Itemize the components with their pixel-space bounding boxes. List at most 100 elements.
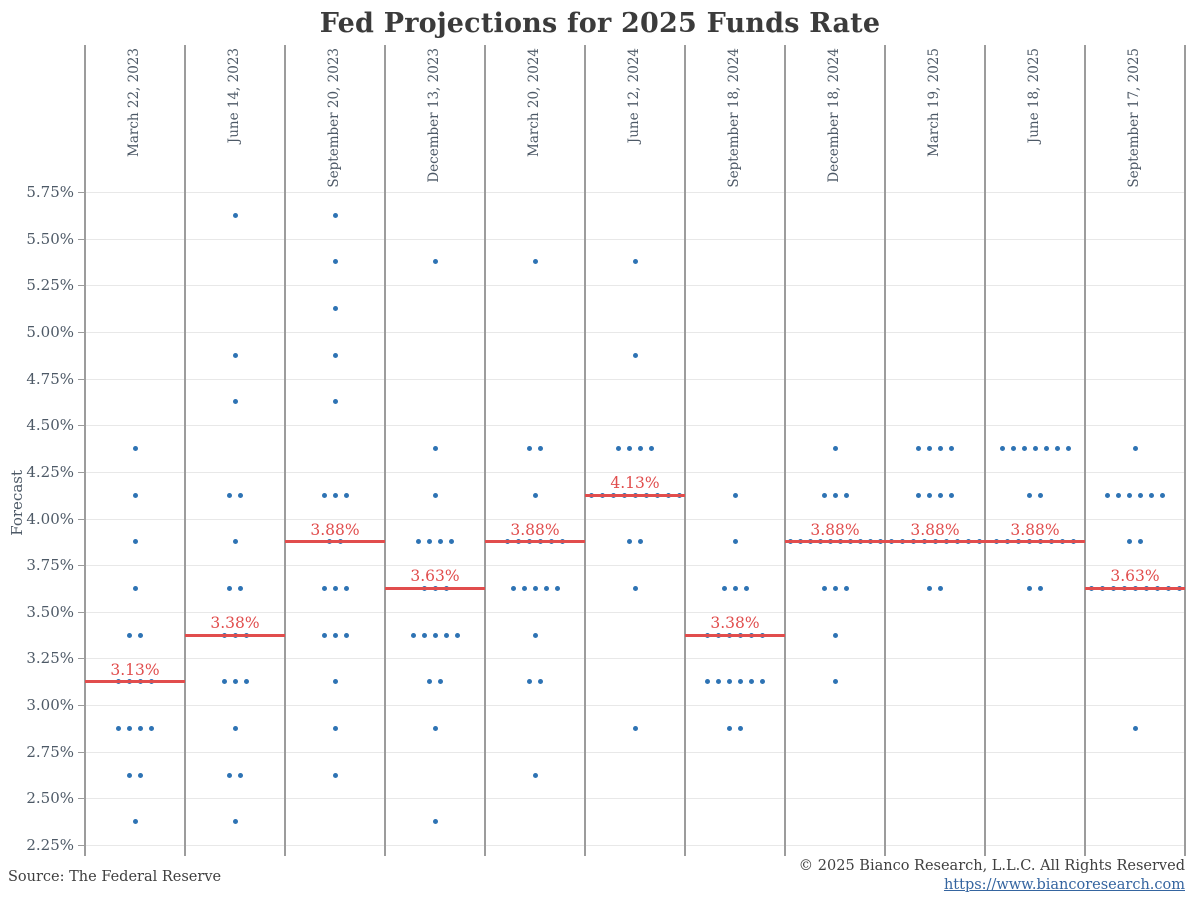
projection-dot bbox=[438, 539, 443, 545]
y-tick-label: 5.25% bbox=[26, 276, 74, 295]
projection-dot bbox=[1027, 492, 1032, 498]
projection-dot bbox=[949, 446, 954, 452]
projection-dot bbox=[927, 585, 932, 591]
gridline bbox=[85, 192, 1185, 193]
projection-dot bbox=[721, 585, 727, 591]
projection-dot bbox=[132, 446, 138, 452]
y-axis-title: Forecast bbox=[8, 470, 26, 536]
y-axis-tick bbox=[78, 565, 85, 567]
y-axis-tick bbox=[78, 611, 85, 613]
projection-dot bbox=[732, 585, 738, 591]
projection-dot bbox=[1132, 446, 1138, 452]
projection-dot bbox=[832, 632, 838, 638]
projection-dot bbox=[832, 446, 838, 452]
projection-dot bbox=[427, 679, 432, 685]
projection-dot bbox=[127, 772, 132, 778]
projection-dot bbox=[538, 446, 543, 452]
column-header: June 12, 2024 bbox=[626, 48, 642, 144]
projection-dot bbox=[438, 679, 443, 685]
projection-dot bbox=[227, 492, 232, 498]
projection-dot bbox=[232, 539, 238, 545]
projection-dot bbox=[332, 399, 338, 405]
projection-dot bbox=[332, 306, 338, 312]
projection-dot bbox=[232, 679, 238, 685]
projection-dot bbox=[760, 679, 765, 685]
projection-dot bbox=[999, 446, 1005, 452]
projection-dot bbox=[638, 539, 643, 545]
projection-dot bbox=[843, 492, 849, 498]
projection-dot bbox=[138, 725, 143, 731]
projection-dot bbox=[343, 632, 349, 638]
column-separator bbox=[384, 45, 386, 856]
y-axis-tick bbox=[78, 471, 85, 473]
median-label: 3.88% bbox=[310, 520, 360, 539]
projection-dot bbox=[638, 446, 643, 452]
projection-dot bbox=[332, 492, 338, 498]
projection-dot bbox=[532, 632, 538, 638]
projection-dot bbox=[927, 446, 932, 452]
projection-dot bbox=[232, 399, 238, 405]
projection-dot bbox=[832, 585, 838, 591]
y-tick-label: 3.50% bbox=[26, 602, 74, 621]
projection-dot bbox=[843, 585, 849, 591]
projection-dot bbox=[627, 539, 632, 545]
projection-dot bbox=[332, 212, 338, 218]
projection-dot bbox=[132, 819, 138, 825]
projection-dot bbox=[527, 446, 532, 452]
projection-dot bbox=[521, 585, 527, 591]
projection-dot bbox=[232, 819, 238, 825]
column-header: March 19, 2025 bbox=[926, 48, 942, 157]
column-separator bbox=[1184, 45, 1186, 856]
gridline bbox=[85, 751, 1185, 753]
projection-dot bbox=[1138, 492, 1143, 498]
projection-dot bbox=[332, 585, 338, 591]
median-line bbox=[785, 540, 885, 544]
median-label: 3.38% bbox=[210, 614, 260, 633]
gridline bbox=[85, 611, 1185, 613]
projection-dot bbox=[632, 352, 638, 358]
column-header: December 13, 2023 bbox=[426, 48, 442, 183]
projection-dot bbox=[243, 679, 249, 685]
projection-dot bbox=[727, 725, 732, 731]
projection-dot bbox=[616, 446, 621, 452]
median-line bbox=[685, 633, 785, 637]
projection-dot bbox=[1010, 446, 1016, 452]
projection-dot bbox=[321, 492, 327, 498]
projection-dot bbox=[832, 492, 838, 498]
projection-dot bbox=[1160, 492, 1165, 498]
column-separator bbox=[684, 45, 686, 856]
website-link[interactable]: https://www.biancoresearch.com bbox=[943, 877, 1185, 893]
projection-dot bbox=[1116, 492, 1121, 498]
column-header: September 17, 2025 bbox=[1126, 48, 1142, 188]
projection-dot bbox=[649, 446, 654, 452]
projection-dot bbox=[132, 539, 138, 545]
projection-dot bbox=[138, 632, 143, 638]
projection-dot bbox=[938, 446, 943, 452]
y-tick-label: 2.25% bbox=[26, 836, 74, 854]
median-line bbox=[1085, 586, 1185, 590]
projection-dot bbox=[632, 725, 638, 731]
projection-dot bbox=[227, 585, 232, 591]
projection-dot bbox=[321, 632, 327, 638]
column-header: September 20, 2023 bbox=[326, 48, 342, 188]
median-label: 3.63% bbox=[1110, 567, 1160, 586]
median-label: 3.63% bbox=[410, 567, 460, 586]
column-separator bbox=[84, 45, 86, 856]
projection-dot bbox=[1138, 539, 1143, 545]
projection-dot bbox=[449, 539, 454, 545]
projection-dot bbox=[727, 679, 732, 685]
median-line bbox=[585, 493, 685, 497]
projection-dot bbox=[532, 492, 538, 498]
projection-dot bbox=[427, 539, 432, 545]
projection-dot bbox=[432, 819, 438, 825]
projection-dot bbox=[1149, 492, 1154, 498]
projection-dot bbox=[321, 585, 327, 591]
column-separator bbox=[284, 45, 286, 856]
projection-dot bbox=[132, 492, 138, 498]
y-tick-label: 4.25% bbox=[26, 462, 74, 481]
projection-dot bbox=[127, 725, 132, 731]
y-tick-label: 4.50% bbox=[26, 416, 74, 435]
projection-dot bbox=[538, 679, 543, 685]
projection-dot bbox=[738, 725, 743, 731]
projection-dot bbox=[749, 679, 754, 685]
